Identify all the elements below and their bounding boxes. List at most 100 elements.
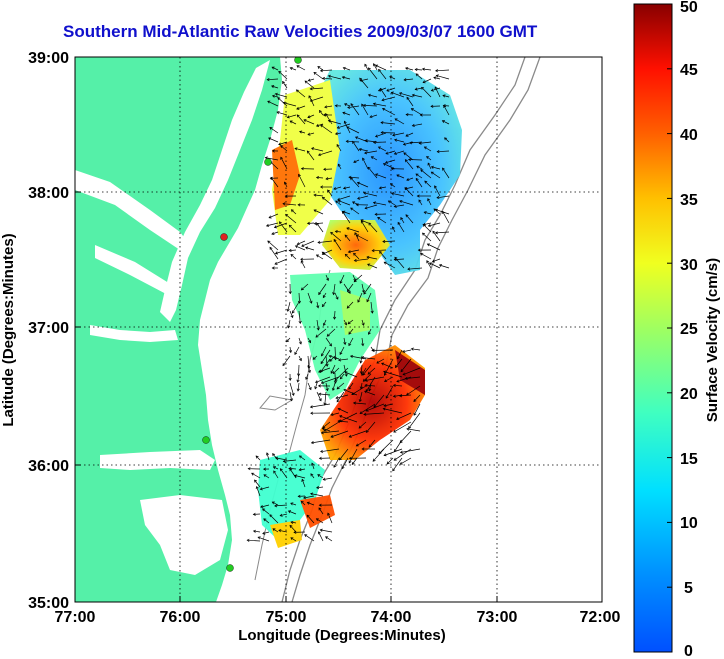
velocity-arrowhead — [255, 485, 259, 490]
velocity-arrowhead — [371, 348, 375, 352]
map-title: Southern Mid-Atlantic Raw Velocities 200… — [63, 22, 538, 41]
velocity-arrow — [393, 384, 403, 387]
velocity-arrow — [297, 240, 306, 245]
velocity-arrowhead — [294, 147, 298, 151]
velocity-arrowhead — [406, 427, 410, 431]
velocity-arrow — [270, 177, 279, 188]
velocity-arrow — [350, 177, 360, 188]
velocity-arrowhead — [442, 94, 446, 98]
velocity-arrow — [373, 202, 387, 206]
velocity-arrowhead — [289, 120, 293, 124]
velocity-arrowhead — [342, 111, 346, 115]
velocity-arrowhead — [315, 123, 320, 127]
velocity-arrowhead — [399, 450, 404, 454]
velocity-arrowhead — [271, 501, 275, 505]
velocity-arrow — [354, 258, 369, 262]
velocity-arrowhead — [389, 183, 394, 187]
velocity-arrow — [372, 448, 385, 462]
velocity-arrow — [413, 394, 421, 402]
velocity-arrowhead — [338, 457, 342, 461]
velocity-arrow — [324, 105, 333, 108]
velocity-arrow — [307, 502, 315, 506]
velocity-arrow — [303, 495, 315, 499]
velocity-arrow — [415, 69, 423, 71]
velocity-arrow — [316, 486, 324, 489]
velocity-arrowhead — [306, 221, 311, 225]
velocity-arrow — [337, 420, 349, 423]
velocity-arrow — [379, 186, 387, 189]
velocity-arrowhead — [416, 194, 420, 198]
velocity-arrow — [367, 263, 378, 269]
velocity-arrow — [289, 224, 297, 233]
colorbar-tick-label: 35 — [680, 192, 698, 209]
velocity-arrowhead — [300, 500, 304, 504]
velocity-arrowhead — [278, 142, 282, 146]
velocity-arrowhead — [289, 398, 293, 402]
velocity-arrow — [305, 247, 315, 251]
velocity-arrow — [282, 355, 291, 366]
velocity-arrowhead — [309, 300, 313, 304]
velocity-arrow — [348, 249, 360, 253]
velocity-arrowhead — [341, 466, 345, 470]
velocity-arrow — [384, 261, 396, 269]
velocity-arrow — [338, 408, 349, 414]
velocity-arrow — [386, 457, 394, 465]
velocity-arrow — [363, 283, 372, 295]
velocity-arrow — [348, 337, 354, 346]
velocity-arrow — [415, 73, 423, 80]
chesapeake-bay — [160, 60, 270, 322]
velocity-arrow — [339, 415, 358, 423]
velocity-arrow — [257, 536, 270, 542]
velocity-arrow — [353, 253, 360, 260]
velocity-arrowhead — [367, 331, 371, 335]
station-marker — [220, 233, 228, 241]
velocity-arrowhead — [343, 341, 347, 346]
x-tick-label: 75:00 — [266, 609, 307, 626]
velocity-arrow — [334, 367, 349, 381]
velocity-arrowhead — [386, 461, 390, 465]
colorbar-tick-label: 40 — [680, 127, 698, 144]
velocity-arrow — [307, 114, 315, 118]
velocity-arrow — [339, 448, 349, 461]
velocity-arrowhead — [304, 534, 308, 538]
velocity-arrow — [324, 391, 327, 405]
velocity-arrowhead — [315, 175, 320, 180]
velocity-arrow — [420, 253, 432, 260]
velocity-arrow — [426, 260, 432, 269]
velocity-arrowhead — [396, 379, 400, 383]
velocity-arrow — [366, 256, 378, 260]
velocity-arrowhead — [332, 316, 337, 320]
velocity-arrow — [349, 430, 367, 438]
velocity-arrowhead — [272, 528, 276, 532]
velocity-arrowhead — [363, 412, 367, 416]
velocity-arrowhead — [371, 249, 375, 253]
velocity-arrow — [274, 222, 288, 228]
velocity-arrowhead — [336, 386, 340, 390]
station-marker — [294, 57, 302, 64]
velocity-arrowhead — [293, 530, 297, 534]
velocity-arrowhead — [368, 222, 372, 226]
velocity-arrow — [333, 283, 336, 295]
albemarle-sound — [100, 450, 215, 470]
velocity-arrow — [405, 159, 414, 170]
velocity-arrowhead — [274, 92, 278, 96]
velocity-arrowhead — [290, 209, 294, 213]
velocity-arrow — [431, 166, 441, 170]
velocity-arrowhead — [365, 408, 369, 412]
velocity-arrow — [415, 87, 423, 90]
velocity-arrow — [267, 78, 279, 81]
velocity-arrow — [316, 391, 322, 401]
velocity-arrow — [322, 251, 333, 260]
velocity-arrow — [384, 376, 394, 382]
velocity-arrow — [304, 534, 315, 542]
station-marker — [202, 436, 210, 444]
velocity-arrowhead — [300, 257, 304, 261]
velocity-arrowhead — [312, 356, 316, 360]
velocity-arrowhead — [350, 207, 354, 211]
velocity-arrow — [346, 126, 360, 134]
velocity-arrowhead — [322, 425, 326, 429]
velocity-arrow — [385, 385, 394, 399]
velocity-arrowhead — [347, 105, 351, 109]
velocity-arrow — [357, 292, 363, 303]
velocity-arrow — [413, 403, 421, 416]
